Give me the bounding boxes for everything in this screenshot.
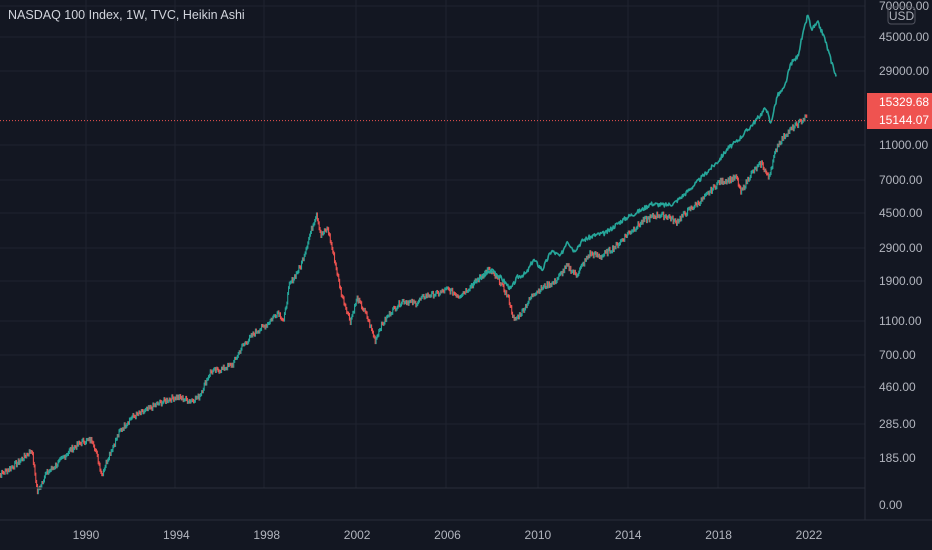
price-label: 15144.07: [879, 113, 929, 127]
y-tick-label: 7000.00: [879, 173, 923, 187]
x-tick-label: 2018: [705, 528, 732, 542]
series-layer: [0, 14, 837, 495]
time-axis[interactable]: 1990 1994 1998 2002 2006 2010 2014 2018 2022: [73, 528, 823, 542]
x-tick-label: 2022: [796, 528, 823, 542]
x-tick-label: 2006: [434, 528, 461, 542]
price-label: 15329.68: [879, 95, 929, 109]
chart-title: NASDAQ 100 Index, 1W, TVC, Heikin Ashi: [8, 8, 245, 22]
x-tick-label: 2010: [525, 528, 552, 542]
y-tick-label: 4500.00: [879, 206, 923, 220]
x-tick-label: 1990: [73, 528, 100, 542]
y-tick-label: 1900.00: [879, 274, 923, 288]
y-tick-label: 185.00: [879, 451, 916, 465]
currency-label: USD: [889, 9, 915, 23]
y-tick-label: 700.00: [879, 348, 916, 362]
grid-layer: [0, 0, 865, 488]
x-tick-label: 1994: [163, 528, 190, 542]
x-tick-label: 1998: [253, 528, 280, 542]
y-tick-label: 460.00: [879, 380, 916, 394]
y-tick-label: 11000.00: [879, 138, 928, 152]
price-label-bg: [867, 93, 932, 111]
comparison-series-line: [469, 14, 837, 291]
currency-button-frame: [887, 6, 916, 25]
y-tick-label: 2900.00: [879, 241, 923, 255]
y-tick-label: 0.00: [879, 498, 903, 512]
x-tick-label: 2014: [615, 528, 642, 542]
x-tick-label: 2002: [344, 528, 371, 542]
price-labels: 15329.68 15144.07: [0, 93, 932, 129]
currency-button[interactable]: USD: [887, 6, 916, 25]
price-label-bg: [867, 111, 932, 129]
y-tick-label: 45000.00: [879, 30, 929, 44]
price-axis[interactable]: 70000.0045000.0029000.0011000.007000.004…: [879, 0, 929, 512]
y-tick-label: 285.00: [879, 417, 916, 431]
y-tick-label: 29000.00: [879, 64, 929, 78]
y-tick-label: 1100.00: [879, 314, 922, 328]
